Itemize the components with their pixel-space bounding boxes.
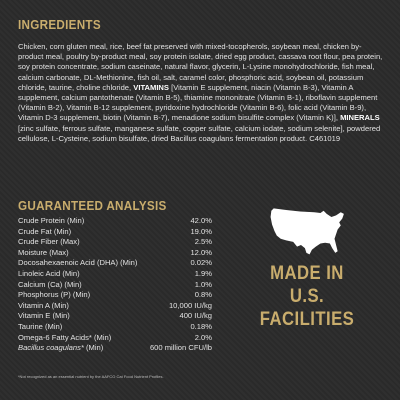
guaranteed-analysis-heading: GUARANTEED ANALYSIS [18, 198, 167, 213]
nutrient-value: 0.18% [190, 321, 212, 331]
vitamins-text: [Vitamin E supplement, niacin (Vitamin B… [18, 82, 378, 123]
bacillus-label-rest: (Min) [83, 343, 104, 353]
nutrient-label: Docosahexaenoic Acid (DHA) (Min) [18, 258, 138, 268]
nutrient-value: 1.9% [194, 268, 212, 278]
table-row: Moisture (Max) 12.0% [18, 248, 212, 259]
minerals-text: [zinc sulfate, ferrous sulfate, manganes… [18, 123, 381, 143]
made-in-line3: FACILITIES [259, 309, 355, 330]
nutrient-value: 600 million CFU/lb [149, 343, 212, 353]
footnote: *Not recognized as an essential nutrient… [18, 374, 164, 379]
nutrient-label: Omega-6 Fatty Acids* (Min) [18, 332, 112, 342]
ingredients-text: Chicken, corn gluten meal, rice, beef fa… [18, 42, 384, 144]
nutrient-label: Crude Fat (Min) [18, 226, 72, 236]
nutrient-label: Taurine (Min) [18, 321, 63, 331]
table-row: Crude Protein (Min) 42.0% [18, 216, 212, 227]
nutrient-label: Calcium (Ca) (Min) [18, 279, 82, 289]
nutrient-value: 2.5% [194, 237, 212, 247]
nutrient-label: Vitamin E (Min) [18, 311, 70, 321]
made-in-usa-badge: MADE IN U.S. FACILITIES [232, 262, 382, 331]
table-row: Linoleic Acid (Min) 1.9% [18, 269, 212, 280]
nutrient-label: Crude Protein (Min) [18, 216, 85, 225]
nutrient-value: 0.02% [190, 258, 212, 268]
table-row: Docosahexaenoic Acid (DHA) (Min) 0.02% [18, 258, 212, 269]
table-row: Phosphorus (P) (Min) 0.8% [18, 290, 212, 301]
ingredients-main: Chicken, corn gluten meal, rice, beef fa… [18, 42, 383, 92]
nutrient-value: 1.0% [194, 279, 212, 289]
bacillus-italic-label: Bacillus coagulans* [18, 343, 84, 353]
nutrient-label: Bacillus coagulans* (Min) [18, 343, 103, 354]
minerals-label: MINERALS [340, 113, 380, 123]
guaranteed-analysis-table: Crude Protein (Min) 42.0% Crude Fat (Min)… [18, 216, 212, 354]
nutrient-label: Phosphorus (P) (Min) [18, 290, 91, 300]
nutrient-label: Vitamin A (Min) [18, 300, 69, 310]
table-row: Omega-6 Fatty Acids* (Min) 2.0% [18, 333, 212, 344]
nutrient-value: 42.0% [190, 216, 212, 225]
table-row: Crude Fat (Min) 19.0% [18, 227, 212, 238]
table-row: Vitamin E (Min) 400 IU/kg [18, 311, 212, 322]
nutrient-value: 12.0% [190, 247, 212, 257]
nutrient-label: Moisture (Max) [18, 247, 69, 257]
table-row: Vitamin A (Min) 10,000 IU/kg [18, 301, 212, 312]
nutrient-value: 19.0% [190, 226, 212, 236]
table-row: Taurine (Min) 0.18% [18, 322, 212, 333]
nutrient-label: Linoleic Acid (Min) [18, 268, 80, 278]
nutrient-value: 10,000 IU/kg [168, 300, 212, 310]
table-row: Crude Fiber (Max) 2.5% [18, 237, 212, 248]
vitamins-label: VITAMINS [133, 82, 169, 92]
made-in-line1: MADE IN [270, 263, 344, 284]
nutrient-value: 400 IU/kg [179, 311, 212, 321]
usa-map-icon [270, 208, 344, 255]
nutrient-value: 0.8% [194, 290, 212, 300]
nutrient-label: Crude Fiber (Max) [18, 237, 80, 247]
table-row: Bacillus coagulans* (Min) 600 million CFU… [18, 343, 212, 354]
ingredients-heading: INGREDIENTS [18, 17, 101, 32]
nutrient-value: 2.0% [194, 332, 212, 342]
made-in-line2: U.S. [289, 286, 325, 307]
table-row: Calcium (Ca) (Min) 1.0% [18, 280, 212, 291]
